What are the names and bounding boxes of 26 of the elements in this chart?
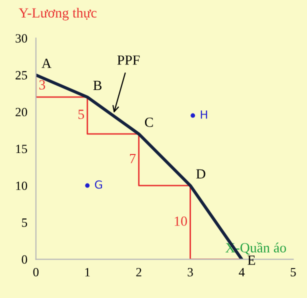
y-tick-label: 25 [16,71,28,80]
y-axis-title: Y-Lương thực [18,8,97,20]
data-label: B [93,80,102,90]
annotation: 7 [130,154,136,164]
x-tick-label: 3 [188,268,193,276]
x-tick-label: 4 [238,268,245,276]
y-tick-label: 0 [22,255,28,264]
data-label: A [42,58,52,68]
annotation: PPF [117,56,140,65]
y-tick-label: 20 [16,108,28,116]
annotation: 10 [174,216,187,226]
y-tick-label: 5 [22,218,28,227]
annotation: 3 [39,80,46,90]
data-label: C [144,118,153,127]
data-label: D [196,169,206,178]
y-tick-label: 10 [16,182,28,190]
annotation: 5 [78,110,84,120]
y-tick-label: 30 [16,34,28,43]
x-tick-label: 1 [85,268,90,276]
y-tick-label: 15 [16,144,28,154]
x-tick-label: 2 [136,268,142,276]
data-label: G [94,180,102,189]
data-label: H [200,110,208,119]
x-tick-label: 0 [33,268,39,276]
x-tick-label: 5 [290,268,296,276]
data-label: E [248,256,256,265]
